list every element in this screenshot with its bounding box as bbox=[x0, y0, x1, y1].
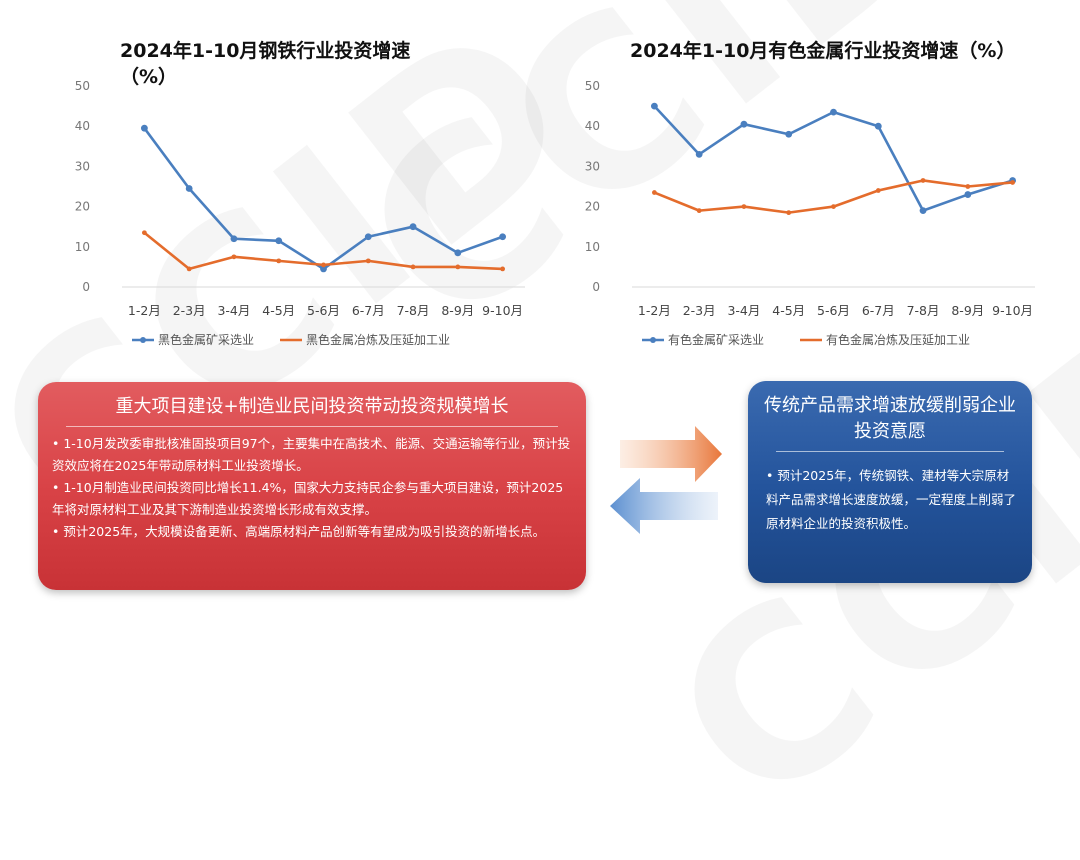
data-point bbox=[785, 130, 793, 138]
steel-investment-chart: 2024年1-10月钢铁行业投资增速（%） 50 40 30 20 10 0 1-2月 2-3… bbox=[60, 0, 540, 360]
data-point bbox=[500, 266, 506, 272]
data-point bbox=[141, 230, 147, 236]
legend-label: 有色金属冶炼及压延加工业 bbox=[826, 332, 970, 347]
data-point bbox=[230, 235, 238, 243]
y-tick-label: 10 bbox=[75, 240, 90, 254]
chart-title: 2024年1-10月钢铁行业投资增速（%） bbox=[120, 40, 411, 88]
y-tick-label: 0 bbox=[592, 280, 600, 294]
y-tick-label: 30 bbox=[585, 159, 600, 173]
data-point bbox=[696, 208, 702, 214]
right-arrow-icon bbox=[620, 426, 722, 482]
data-point bbox=[650, 102, 658, 110]
series-line-1 bbox=[143, 127, 504, 271]
data-point bbox=[185, 185, 193, 192]
x-tick-label: 3-4月 bbox=[217, 303, 250, 318]
data-point bbox=[275, 237, 283, 245]
data-point bbox=[231, 254, 237, 260]
y-tick-label: 50 bbox=[585, 79, 600, 93]
x-tick-label: 6-7月 bbox=[352, 303, 385, 318]
data-point bbox=[186, 266, 192, 272]
box-title: 重大项目建设+制造业民间投资带动投资规模增长 bbox=[115, 396, 509, 417]
data-point bbox=[364, 233, 372, 241]
title-divider bbox=[776, 451, 1004, 452]
nonferrous-chart-svg: 50 40 30 20 10 0 1-2月 2-3月 3-4月 4-5月 5-6月 6-7月 7-8月 8… bbox=[585, 79, 1035, 347]
x-tick-label: 3-4月 bbox=[727, 303, 760, 318]
data-point bbox=[874, 122, 882, 130]
y-tick-label: 40 bbox=[585, 119, 600, 133]
series-line-1 bbox=[653, 105, 1014, 212]
data-point bbox=[741, 204, 747, 210]
x-tick-label: 1-2月 bbox=[128, 303, 161, 318]
y-tick-label: 20 bbox=[75, 200, 90, 214]
y-tick-label: 20 bbox=[585, 200, 600, 214]
y-tick-label: 10 bbox=[585, 240, 600, 254]
data-point bbox=[410, 264, 416, 270]
legend-label: 黑色金属冶炼及压延加工业 bbox=[306, 332, 450, 347]
legend-marker bbox=[650, 337, 656, 343]
data-point bbox=[920, 178, 926, 183]
data-point bbox=[140, 124, 148, 132]
data-point bbox=[830, 108, 837, 116]
y-tick-label: 0 bbox=[82, 280, 90, 294]
x-tick-label: 4-5月 bbox=[772, 303, 805, 318]
data-point bbox=[276, 258, 282, 264]
x-tick-label: 7-8月 bbox=[397, 303, 430, 318]
data-point bbox=[409, 223, 417, 231]
bullet-item: • 预计2025年，大规模设备更新、高端原材料产品创新等有望成为吸引投资的新增长… bbox=[52, 524, 546, 539]
legend-marker bbox=[140, 337, 146, 343]
weak-demand-box: 传统产品需求增速放缓削弱企业投资意愿 • 预计2025年，传统钢铁、建材等大宗原… bbox=[748, 381, 1032, 583]
chart-title: 2024年1-10月有色金属行业投资增速（%） bbox=[630, 40, 1016, 62]
data-point bbox=[875, 188, 881, 193]
data-point bbox=[455, 264, 461, 270]
x-tick-label: 6-7月 bbox=[862, 303, 895, 318]
steel-chart-svg: 50 40 30 20 10 0 1-2月 2-3月 3-4月 4-5月 5-6月 6-7月 7-8月 8… bbox=[75, 79, 525, 347]
legend-label: 有色金属矿采选业 bbox=[668, 332, 764, 347]
data-point bbox=[454, 249, 462, 257]
data-point bbox=[320, 265, 327, 273]
data-point bbox=[499, 233, 507, 241]
data-point bbox=[919, 207, 927, 215]
x-tick-label: 5-6月 bbox=[307, 303, 340, 318]
x-tick-label: 8-9月 bbox=[951, 303, 984, 318]
bullet-item: • 预计2025年，传统钢铁、建材等大宗原材料产品需求增长速度放缓，一定程度上削… bbox=[766, 468, 1017, 531]
x-tick-label: 8-9月 bbox=[441, 303, 474, 318]
data-point bbox=[740, 120, 748, 128]
data-point bbox=[695, 150, 703, 158]
arrows-graphic bbox=[610, 426, 722, 534]
y-tick-label: 50 bbox=[75, 79, 90, 93]
legend-label: 黑色金属矿采选业 bbox=[158, 332, 254, 347]
data-point bbox=[831, 204, 836, 210]
bullet-item: • 1-10月发改委审批核准固投项目97个，主要集中在高技术、能源、交通运输等行… bbox=[52, 436, 571, 473]
x-tick-label: 1-2月 bbox=[638, 303, 671, 318]
data-point bbox=[786, 210, 792, 216]
data-point bbox=[321, 262, 326, 268]
x-tick-label: 9-10月 bbox=[992, 303, 1033, 318]
y-tick-label: 30 bbox=[75, 159, 90, 173]
x-tick-label: 4-5月 bbox=[262, 303, 295, 318]
x-tick-label: 2-3月 bbox=[173, 303, 206, 318]
data-point bbox=[651, 190, 657, 195]
data-point bbox=[965, 184, 971, 189]
x-tick-label: 7-8月 bbox=[907, 303, 940, 318]
data-point bbox=[964, 191, 972, 198]
title-divider bbox=[66, 426, 558, 427]
x-tick-label: 9-10月 bbox=[482, 303, 523, 318]
data-point bbox=[365, 258, 371, 264]
x-tick-label: 5-6月 bbox=[817, 303, 850, 318]
data-point bbox=[1010, 180, 1016, 185]
nonferrous-investment-chart: 2024年1-10月有色金属行业投资增速（%） 50 40 30 20 10 0 1-2月 2… bbox=[570, 0, 1050, 360]
growth-drivers-box: 重大项目建设+制造业民间投资带动投资规模增长 • 1-10月发改委审批核准固投项… bbox=[38, 382, 586, 590]
x-tick-label: 2-3月 bbox=[683, 303, 716, 318]
bullet-item: • 1-10月制造业民间投资同比增长11.4%，国家大力支持民企参与重大项目建设… bbox=[52, 480, 564, 517]
left-arrow-icon bbox=[610, 478, 718, 534]
y-tick-label: 40 bbox=[75, 119, 90, 133]
box-title: 传统产品需求增速放缓削弱企业投资意愿 bbox=[764, 395, 1016, 442]
